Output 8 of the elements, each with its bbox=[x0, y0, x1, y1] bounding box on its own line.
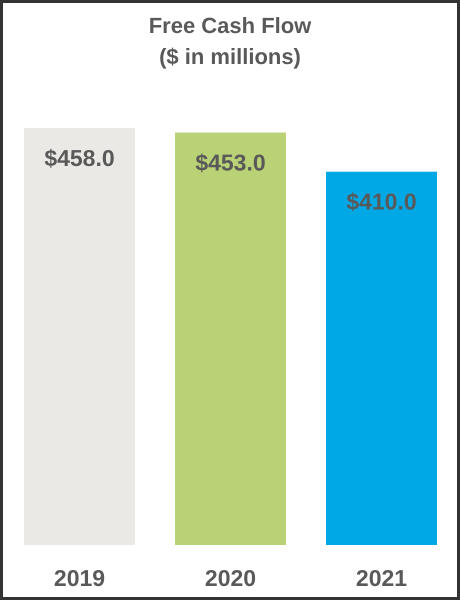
x-tick-label: 2020 bbox=[204, 565, 256, 591]
chart-title: Free Cash Flow bbox=[148, 13, 312, 38]
x-tick-label: 2021 bbox=[356, 565, 408, 591]
x-tick-label: 2019 bbox=[54, 565, 106, 591]
data-label: $458.0 bbox=[44, 145, 115, 171]
data-label: $453.0 bbox=[195, 150, 266, 176]
data-label: $410.0 bbox=[346, 188, 417, 215]
chart-subtitle: ($ in millions) bbox=[159, 44, 301, 69]
